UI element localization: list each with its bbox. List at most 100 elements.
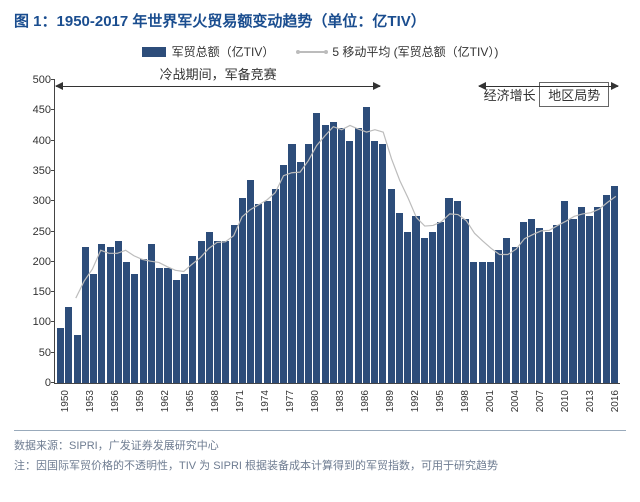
legend-line-label: 5 移动平均 (军贸总额（亿TIV）) (332, 43, 498, 60)
footer: 数据来源：SIPRI，广发证券发展研究中心 注：因国际军贸价格的不透明性，TIV… (14, 430, 626, 473)
bar (536, 228, 543, 383)
y-tick-label: 100 (17, 316, 51, 328)
x-tick-label: 2004 (510, 390, 521, 412)
bar (512, 247, 519, 383)
bar (98, 244, 105, 383)
legend-item-bar: 军贸总额（亿TIV） (142, 43, 275, 60)
bar (470, 262, 477, 383)
bar (181, 274, 188, 383)
y-tick-label: 400 (17, 135, 51, 147)
bar (429, 232, 436, 384)
bar (156, 268, 163, 383)
footnote: 注：因国际军贸价格的不透明性，TIV 为 SIPRI 根据装备成本计算得到的军贸… (14, 457, 626, 473)
y-tick-label: 0 (17, 377, 51, 389)
bar (206, 232, 213, 384)
y-tick-label: 250 (17, 226, 51, 238)
bar (528, 219, 535, 383)
bar (586, 216, 593, 383)
bar (495, 250, 502, 383)
bars-container (55, 80, 620, 383)
chart-title: 图 1：1950-2017 年世界军火贸易额变动趋势（单位：亿TIV） (14, 10, 626, 31)
bar (479, 262, 486, 383)
bar (594, 207, 601, 383)
x-tick-label: 1977 (285, 390, 296, 412)
bar (338, 128, 345, 383)
plot-area: 050100150200250300350400450500 (54, 80, 620, 384)
chart-area: 冷战期间，军备竞赛 经济增长 地区局势 05010015020025030035… (54, 64, 620, 424)
x-tick-label: 1992 (410, 390, 421, 412)
bar (313, 113, 320, 383)
bar (255, 204, 262, 383)
bar (288, 144, 295, 383)
bar (247, 180, 254, 383)
y-tick-label: 50 (17, 347, 51, 359)
x-tick-label: 1956 (110, 390, 121, 412)
legend-bar-label: 军贸总额（亿TIV） (172, 43, 275, 60)
x-tick-label: 1980 (310, 390, 321, 412)
bar (239, 198, 246, 383)
bar (421, 238, 428, 383)
bar (462, 219, 469, 383)
bar (346, 141, 353, 383)
bar (74, 335, 81, 383)
x-tick-label: 2016 (610, 390, 621, 412)
bar (330, 122, 337, 383)
bar (148, 244, 155, 383)
bar (553, 225, 560, 383)
line-swatch (298, 51, 326, 53)
data-source: 数据来源：SIPRI，广发证券发展研究中心 (14, 437, 626, 453)
bar (305, 144, 312, 383)
y-tick-label: 300 (17, 195, 51, 207)
x-tick-label: 2001 (485, 390, 496, 412)
bar (396, 213, 403, 383)
x-tick-label: 1971 (235, 390, 246, 412)
bar (231, 225, 238, 383)
bar (164, 268, 171, 383)
bar (520, 222, 527, 383)
figure: 图 1：1950-2017 年世界军火贸易额变动趋势（单位：亿TIV） 军贸总额… (0, 0, 640, 502)
x-tick-label: 2010 (560, 390, 571, 412)
bar (123, 262, 130, 383)
x-tick-label: 1962 (160, 390, 171, 412)
bar (297, 162, 304, 383)
y-tick-label: 500 (17, 74, 51, 86)
bar (82, 247, 89, 383)
bar (437, 222, 444, 383)
x-tick-label: 1998 (460, 390, 471, 412)
bar (189, 256, 196, 383)
bar-swatch (142, 47, 166, 57)
bar (412, 216, 419, 383)
bar (545, 232, 552, 384)
x-tick-label: 1974 (260, 390, 271, 412)
bar (140, 259, 147, 383)
x-tick-label: 2007 (535, 390, 546, 412)
y-tick-label: 350 (17, 165, 51, 177)
bar (569, 219, 576, 383)
x-tick-label: 1950 (60, 390, 71, 412)
bar (57, 328, 64, 383)
x-tick-label: 1965 (185, 390, 196, 412)
bar (487, 262, 494, 383)
bar (272, 189, 279, 383)
bar (322, 125, 329, 383)
y-tick-label: 450 (17, 104, 51, 116)
bar (404, 232, 411, 384)
bar (198, 241, 205, 383)
bar (214, 241, 221, 383)
bar (65, 307, 72, 383)
bar (561, 201, 568, 383)
bar (107, 247, 114, 383)
x-axis-labels: 1950195319561959196219651968197119741977… (54, 384, 620, 424)
bar (445, 198, 452, 383)
x-tick-label: 1983 (335, 390, 346, 412)
x-tick-label: 1953 (85, 390, 96, 412)
bar (90, 274, 97, 383)
bar (173, 280, 180, 383)
bar (222, 241, 229, 383)
legend-item-line: 5 移动平均 (军贸总额（亿TIV）) (298, 43, 498, 60)
bar (603, 195, 610, 383)
bar (131, 274, 138, 383)
x-tick-label: 1989 (385, 390, 396, 412)
bar (363, 107, 370, 383)
x-tick-label: 1986 (360, 390, 371, 412)
